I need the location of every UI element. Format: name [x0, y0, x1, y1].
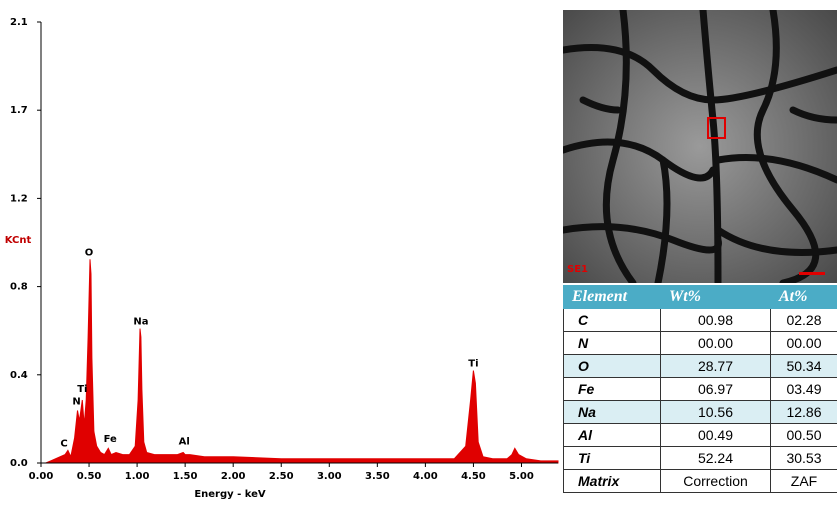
y-tick-label: 1.7	[10, 105, 28, 116]
header-cell: Element	[564, 286, 661, 309]
x-tick-label: 2.50	[269, 471, 294, 482]
table-cell: 12.86	[771, 401, 837, 424]
table-cell: Matrix	[564, 470, 661, 493]
table-cell: Ti	[564, 447, 661, 470]
y-axis-label: KCnt	[5, 235, 32, 246]
table-cell: 28.77	[661, 355, 771, 378]
table-cell: ZAF	[771, 470, 837, 493]
page: KCnt Energy - keV 0.0 0.4 0.8 1.2 1.7 2.1 0.00…	[0, 0, 837, 504]
table-cell: 30.53	[771, 447, 837, 470]
image-label: SE1	[567, 264, 588, 275]
y-tick-label: 0.0	[10, 458, 28, 469]
header-cell: At%	[771, 286, 837, 309]
y-tick-label: 1.2	[10, 193, 28, 204]
sem-image: SE1	[563, 10, 837, 283]
x-tick-label: 0.00	[29, 471, 54, 482]
table-cell: 02.28	[771, 309, 837, 332]
table-cell: 00.00	[771, 332, 837, 355]
x-tick-label: 1.50	[173, 471, 198, 482]
peak-label: Al	[179, 436, 190, 447]
table-cell: 03.49	[771, 378, 837, 401]
x-tick-label: 4.50	[461, 471, 486, 482]
x-tick-label: 2.00	[221, 471, 246, 482]
table-cell: C	[564, 309, 661, 332]
table-cell: Na	[564, 401, 661, 424]
table-cell: 00.49	[661, 424, 771, 447]
chart: KCnt Energy - keV 0.0 0.4 0.8 1.2 1.7 2.1 0.00…	[0, 0, 560, 504]
spectrum	[41, 259, 558, 463]
table-cell: 52.24	[661, 447, 771, 470]
x-tick-label: 5.00	[509, 471, 534, 482]
peak-label: Fe	[104, 434, 117, 445]
y-tick-label: 0.8	[10, 282, 28, 293]
header-cell: Wt%	[661, 286, 771, 309]
table-cell: Al	[564, 424, 661, 447]
peak-label: Ti	[77, 384, 87, 395]
table-cell: 00.50	[771, 424, 837, 447]
x-axis-label: Energy - keV	[194, 489, 266, 500]
x-tick-label: 0.50	[77, 471, 102, 482]
table-cell: O	[564, 355, 661, 378]
table-cell: 10.56	[661, 401, 771, 424]
table-cell: Correction	[661, 470, 771, 493]
peak-label: N	[72, 396, 80, 407]
table-cell: 00.00	[661, 332, 771, 355]
y-tick-label: 0.4	[10, 370, 28, 381]
peak-label: Ti	[468, 359, 478, 370]
table-cell: 06.97	[661, 378, 771, 401]
x-tick-label: 4.00	[413, 471, 438, 482]
peak-label: Na	[133, 317, 148, 328]
table-cell: 50.34	[771, 355, 837, 378]
y-tick-label: 2.1	[10, 17, 28, 28]
x-tick-label: 1.00	[125, 471, 150, 482]
peak-label: C	[60, 438, 67, 449]
x-tick-label: 3.50	[365, 471, 390, 482]
peak-label: O	[85, 247, 94, 258]
table-cell: Fe	[564, 378, 661, 401]
table-cell: 00.98	[661, 309, 771, 332]
x-tick-label: 3.00	[317, 471, 342, 482]
table-cell: N	[564, 332, 661, 355]
